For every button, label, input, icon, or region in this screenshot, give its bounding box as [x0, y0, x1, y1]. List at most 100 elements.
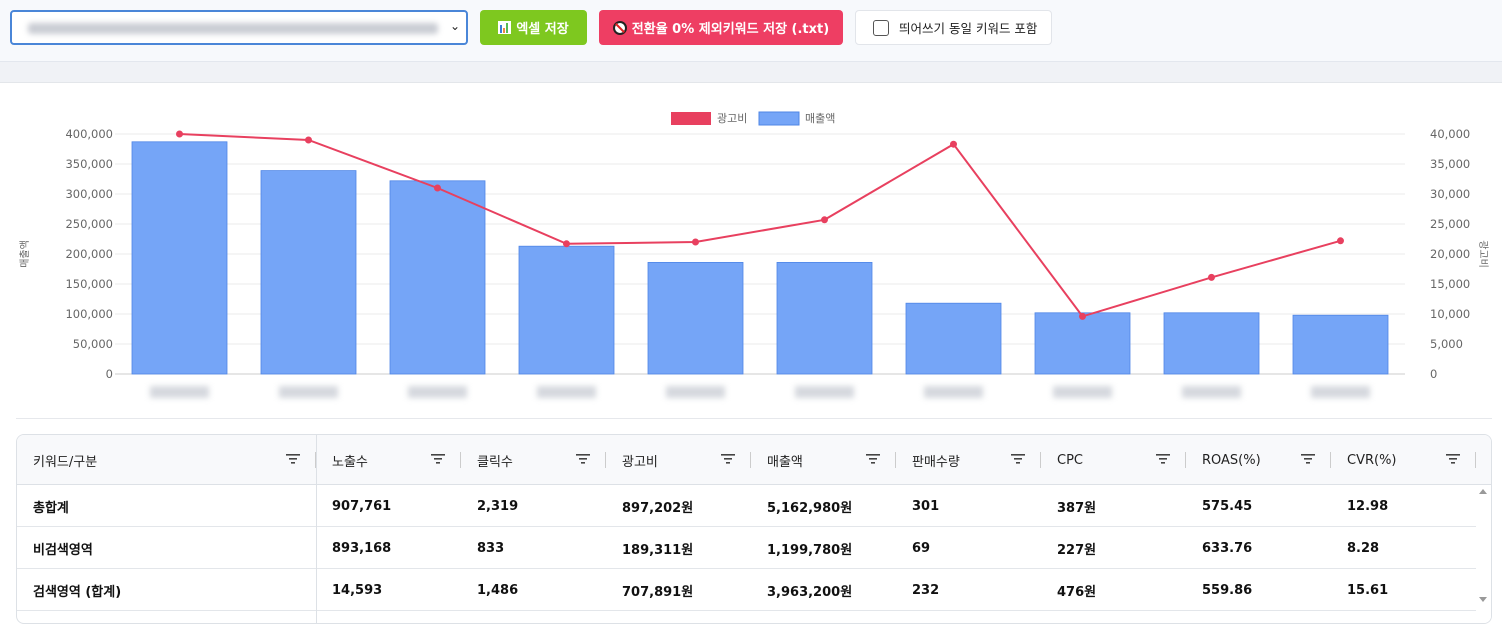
vertical-scrollbar[interactable] — [1476, 485, 1491, 623]
bar — [389, 180, 486, 375]
bar — [260, 170, 357, 375]
table-cell: 227원 — [1057, 542, 1097, 558]
line-point — [305, 136, 312, 144]
column-resize-handle[interactable] — [750, 452, 751, 468]
y-axis-title-left: 매출액 — [19, 240, 31, 268]
divider — [16, 418, 1492, 419]
excel-save-label: 엑셀 저장 — [516, 22, 569, 37]
y-tick-right: 30,000 — [1430, 187, 1470, 201]
column-header-label: 키워드/구분 — [33, 454, 98, 470]
column-resize-handle[interactable] — [1040, 452, 1041, 468]
y-tick-left: 100,000 — [65, 307, 113, 321]
table-cell: 5,162,980원 — [767, 500, 853, 516]
line-point — [434, 184, 441, 192]
column-header[interactable]: 키워드/구분 — [17, 435, 316, 485]
checkbox-label: 띄어쓰기 동일 키워드 포함 — [899, 21, 1038, 36]
include-spacing-variants-checkbox[interactable]: 띄어쓰기 동일 키워드 포함 — [855, 10, 1052, 45]
filter-icon[interactable] — [1011, 453, 1025, 465]
filter-icon[interactable] — [1156, 453, 1170, 465]
column-header-label: 매출액 — [767, 454, 803, 470]
y-tick-left: 250,000 — [65, 217, 113, 231]
column-resize-handle[interactable] — [315, 452, 316, 468]
column-resize-handle[interactable] — [1185, 452, 1186, 468]
column-resize-handle[interactable] — [605, 452, 606, 468]
column-resize-handle[interactable] — [1330, 452, 1331, 468]
column-header[interactable]: CPC — [1041, 435, 1186, 485]
excel-save-button[interactable]: 엑셀 저장 — [480, 10, 587, 45]
x-tick-label-blurred — [279, 386, 338, 398]
y-tick-left: 300,000 — [65, 187, 113, 201]
column-header-label: 광고비 — [622, 454, 658, 470]
section-gap — [0, 62, 1502, 83]
line-series — [179, 133, 1341, 318]
column-header-label: CPC — [1057, 452, 1083, 468]
x-tick-label-blurred — [408, 386, 467, 398]
filter-icon[interactable] — [866, 453, 880, 465]
line-point — [821, 216, 828, 224]
column-header[interactable]: 매출액 — [751, 435, 896, 485]
y-tick-right: 25,000 — [1430, 217, 1470, 231]
y-axis-title-right: 광고비 — [1477, 240, 1489, 268]
column-resize-handle[interactable] — [895, 452, 896, 468]
filter-icon[interactable] — [1301, 453, 1315, 465]
export-label: 전환율 0% 제외키워드 저장 (.txt) — [631, 22, 830, 37]
x-tick-label-blurred — [1182, 386, 1241, 398]
table-cell: 559.86 — [1202, 582, 1253, 598]
column-resize-handle[interactable] — [1475, 452, 1476, 468]
column-header-label: 클릭수 — [477, 454, 513, 470]
table-cell: 2,319 — [477, 498, 519, 514]
column-header[interactable]: 노출수 — [316, 435, 461, 485]
x-tick-label-blurred — [795, 386, 854, 398]
chart-panel: 0 0 50,000 5,000 100,000 10,000 150,000 15,000 2… — [0, 84, 1502, 414]
table-cell: 387원 — [1057, 500, 1097, 516]
y-tick-right: 15,000 — [1430, 277, 1470, 291]
line-point — [176, 130, 183, 138]
table-cell: 15.61 — [1347, 582, 1389, 598]
table-cell: 12.98 — [1347, 498, 1389, 514]
column-separator — [316, 435, 317, 623]
line-point — [1079, 312, 1086, 320]
table-cell: 897,202원 — [622, 500, 694, 516]
column-header[interactable]: 클릭수 — [461, 435, 606, 485]
report-select[interactable]: ⌄ — [10, 10, 468, 45]
legend-swatch-line — [671, 112, 711, 125]
bar — [1292, 314, 1389, 375]
table-cell: 707,891원 — [622, 584, 694, 600]
select-value-blurred — [28, 23, 438, 34]
filter-icon[interactable] — [721, 453, 735, 465]
filter-icon[interactable] — [576, 453, 590, 465]
checkbox-box[interactable] — [873, 19, 889, 36]
table-cell: 총합계 — [33, 500, 69, 516]
table-row[interactable]: 비검색영역 893,168 833 189,311원 1,199,780원 69 227원 6… — [17, 527, 1477, 569]
legend-label: 매출액 — [805, 112, 835, 125]
column-header[interactable]: CVR(%) — [1331, 435, 1476, 485]
export-zero-cvr-keywords-button[interactable]: 전환율 0% 제외키워드 저장 (.txt) — [599, 10, 843, 45]
bar — [647, 261, 744, 375]
line-point — [950, 140, 957, 148]
bar — [131, 141, 228, 375]
line-point — [563, 240, 570, 248]
filter-icon[interactable] — [286, 453, 300, 465]
line-point — [1337, 237, 1344, 245]
legend-label: 광고비 — [717, 112, 747, 125]
filter-icon[interactable] — [431, 453, 445, 465]
column-resize-handle[interactable] — [460, 452, 461, 468]
x-tick-label-blurred — [666, 386, 725, 398]
scroll-down-arrow[interactable] — [1479, 597, 1487, 602]
scroll-up-arrow[interactable] — [1479, 489, 1487, 494]
x-tick-label-blurred — [924, 386, 983, 398]
column-header[interactable]: ROAS(%) — [1186, 435, 1331, 485]
table-row[interactable]: 총합계 907,761 2,319 897,202원 5,162,980원 301 387원… — [17, 485, 1477, 527]
table-cell: 14,593 — [332, 582, 383, 598]
chevron-down-icon: ⌄ — [449, 19, 460, 33]
table-header: 키워드/구분 노출수 클릭수 광고비 매출액 판매수량 CPC ROAS(%) … — [17, 435, 1491, 485]
filter-icon[interactable] — [1446, 453, 1460, 465]
combo-chart: 0 0 50,000 5,000 100,000 10,000 150,000 15,000 2… — [19, 111, 1489, 398]
y-tick-right: 0 — [1430, 367, 1437, 381]
column-header-label: 판매수량 — [912, 454, 960, 470]
column-header[interactable]: 판매수량 — [896, 435, 1041, 485]
table-row[interactable]: 검색영역 (합계) 14,593 1,486 707,891원 3,963,200원 23… — [17, 569, 1477, 611]
bar — [1034, 312, 1131, 375]
column-header[interactable]: 광고비 — [606, 435, 751, 485]
column-header-label: CVR(%) — [1347, 452, 1397, 468]
